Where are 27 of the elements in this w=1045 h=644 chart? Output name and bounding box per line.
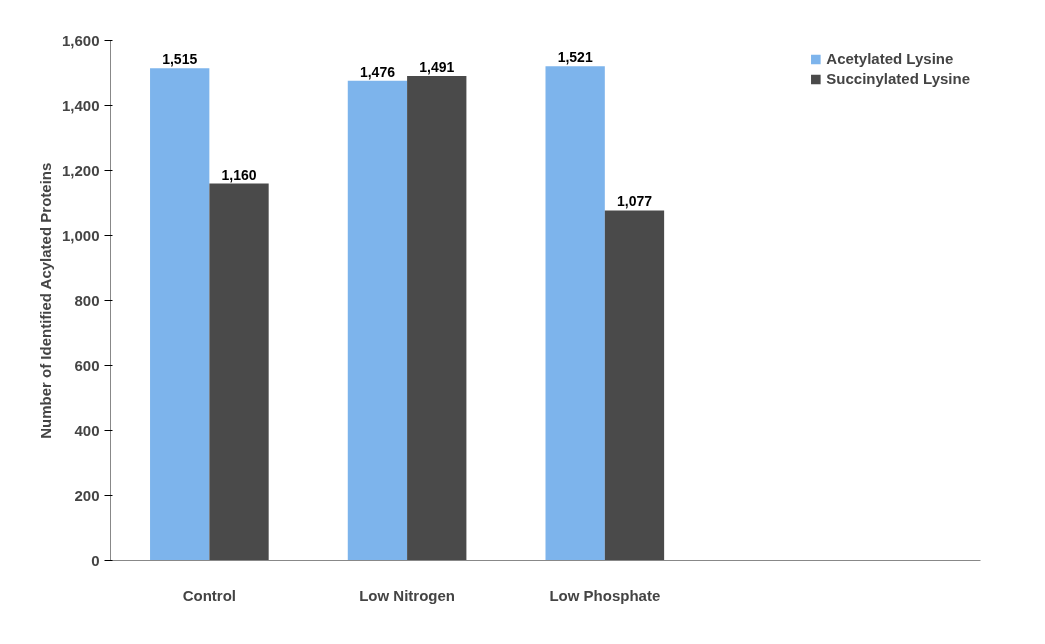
y-tick-label: 1,200 <box>61 161 100 179</box>
y-tick-label: 200 <box>74 486 100 504</box>
y-tick-label: 1,000 <box>61 226 100 244</box>
data-label: 1,476 <box>359 63 396 80</box>
y-tick-label: 1,600 <box>61 31 100 49</box>
legend-label: Succinylated Lysine <box>826 70 970 87</box>
x-tick-label: Low Phosphate <box>549 586 661 604</box>
y-tick-label: 800 <box>74 291 100 309</box>
data-label: 1,077 <box>616 193 653 210</box>
bar <box>209 183 269 561</box>
y-tick-label: 600 <box>74 356 100 374</box>
bar <box>150 68 210 561</box>
legend-label: Acetylated Lysine <box>826 50 954 67</box>
y-tick-label: 0 <box>91 551 100 569</box>
x-tick-label: Low Nitrogen <box>359 586 456 604</box>
bar <box>347 80 408 561</box>
x-tick-label: Control <box>182 586 237 604</box>
data-label: 1,515 <box>162 51 198 68</box>
data-label: 1,521 <box>557 49 593 66</box>
data-label: 1,491 <box>419 58 455 75</box>
y-axis-title: Number of Identified Acylated Proteins <box>36 162 54 439</box>
data-label: 1,160 <box>221 166 257 183</box>
bar <box>604 210 665 561</box>
y-tick-label: 1,400 <box>61 96 100 114</box>
y-tick-label: 400 <box>74 421 100 439</box>
bar <box>545 66 605 561</box>
bar <box>407 75 467 561</box>
